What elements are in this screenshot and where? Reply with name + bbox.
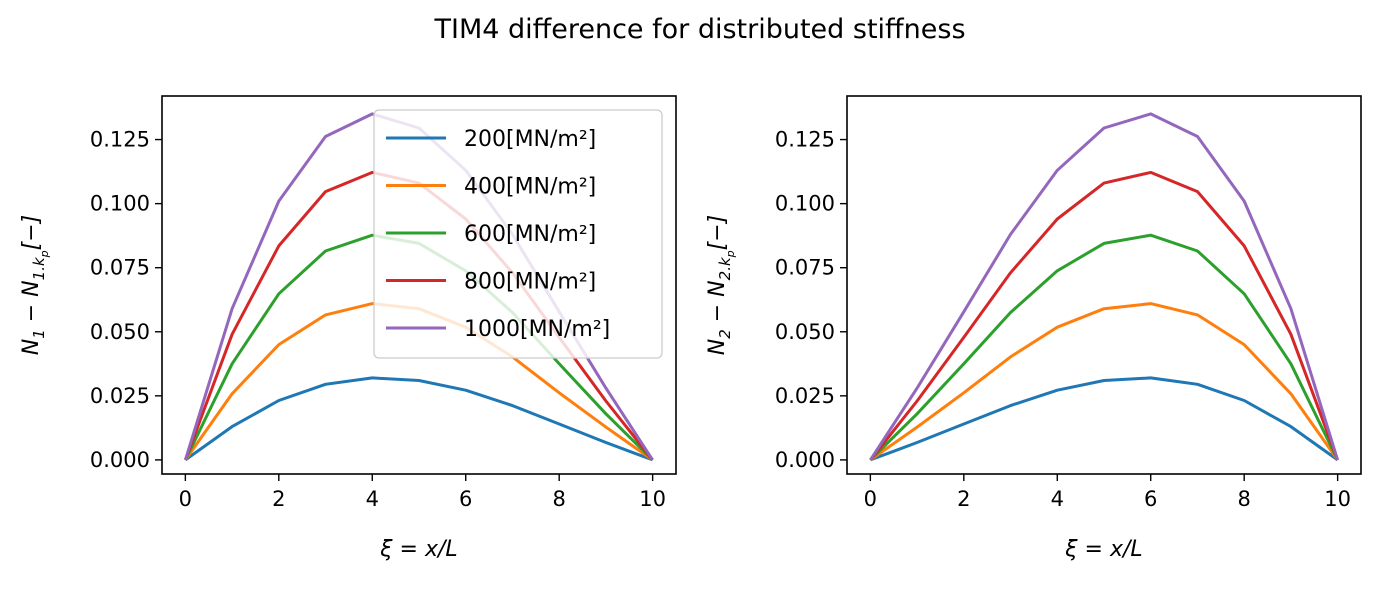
axes-frame xyxy=(846,95,1362,475)
figure-title: TIM4 difference for distributed stiffnes… xyxy=(433,14,965,45)
series-line-3 xyxy=(869,233,1339,461)
x-tick-label: 8 xyxy=(1237,487,1250,511)
x-tick-label: 10 xyxy=(639,487,666,511)
y-tick-label: 0.125 xyxy=(775,128,835,152)
series-line-1 xyxy=(869,376,1339,462)
legend-entry: 400[MN/m²] xyxy=(464,175,596,200)
x-tick-label: 4 xyxy=(366,487,379,511)
y-tick-label: 0.125 xyxy=(90,128,150,152)
y-tick-label: 0.050 xyxy=(90,320,150,344)
x-tick-label: 6 xyxy=(1144,487,1157,511)
series-line-5 xyxy=(869,112,1340,461)
legend: 200[MN/m²] 400[MN/m²] 600[MN/m²] 800[MN/m²]… xyxy=(373,109,663,359)
y-tick-label: 0.075 xyxy=(90,256,150,280)
x-tick-label: 8 xyxy=(552,487,565,511)
x-tick-label: 10 xyxy=(1324,487,1351,511)
legend-box xyxy=(373,109,663,359)
series-line-1 xyxy=(184,376,654,462)
y-tick-label: 0.075 xyxy=(775,256,835,280)
x-axis-label: ξ = x/L xyxy=(1064,537,1142,562)
legend-entry: 600[MN/m²] xyxy=(464,222,596,247)
y-axis-label: N2 − N2.kp[−] xyxy=(705,215,737,356)
series-line-4 xyxy=(869,170,1340,461)
left-subplot: 0 2 4 6 8 10 0.000 0.025 0.050 0.075 0.100 0.125 ξ =… xyxy=(19,95,677,562)
y-tick-label: 0.050 xyxy=(775,320,835,344)
x-tick-label: 6 xyxy=(459,487,472,511)
y-tick-label: 0.000 xyxy=(775,448,835,472)
legend-entry: 200[MN/m²] xyxy=(464,127,596,152)
right-subplot: 0 2 4 6 8 10 0.000 0.025 0.050 0.075 0.100 0.125 ξ =… xyxy=(705,95,1362,562)
x-tick-label: 2 xyxy=(957,487,970,511)
x-tick-label: 0 xyxy=(179,487,192,511)
y-tick-label: 0.100 xyxy=(90,192,150,216)
x-tick-label: 4 xyxy=(1051,487,1064,511)
axes-frame xyxy=(161,95,677,475)
x-tick-label: 2 xyxy=(272,487,285,511)
legend-entry: 800[MN/m²] xyxy=(464,270,596,295)
y-tick-label: 0.025 xyxy=(90,384,150,408)
series-line-2 xyxy=(869,302,1339,462)
y-tick-label: 0.025 xyxy=(775,384,835,408)
y-tick-label: 0.100 xyxy=(775,192,835,216)
y-axis-label: N1 − N1.kp[−] xyxy=(19,215,51,356)
legend-entry: 1000[MN/m²] xyxy=(464,317,610,342)
x-axis-label: ξ = x/L xyxy=(379,537,457,562)
x-tick-label: 0 xyxy=(864,487,877,511)
y-tick-label: 0.000 xyxy=(90,448,150,472)
